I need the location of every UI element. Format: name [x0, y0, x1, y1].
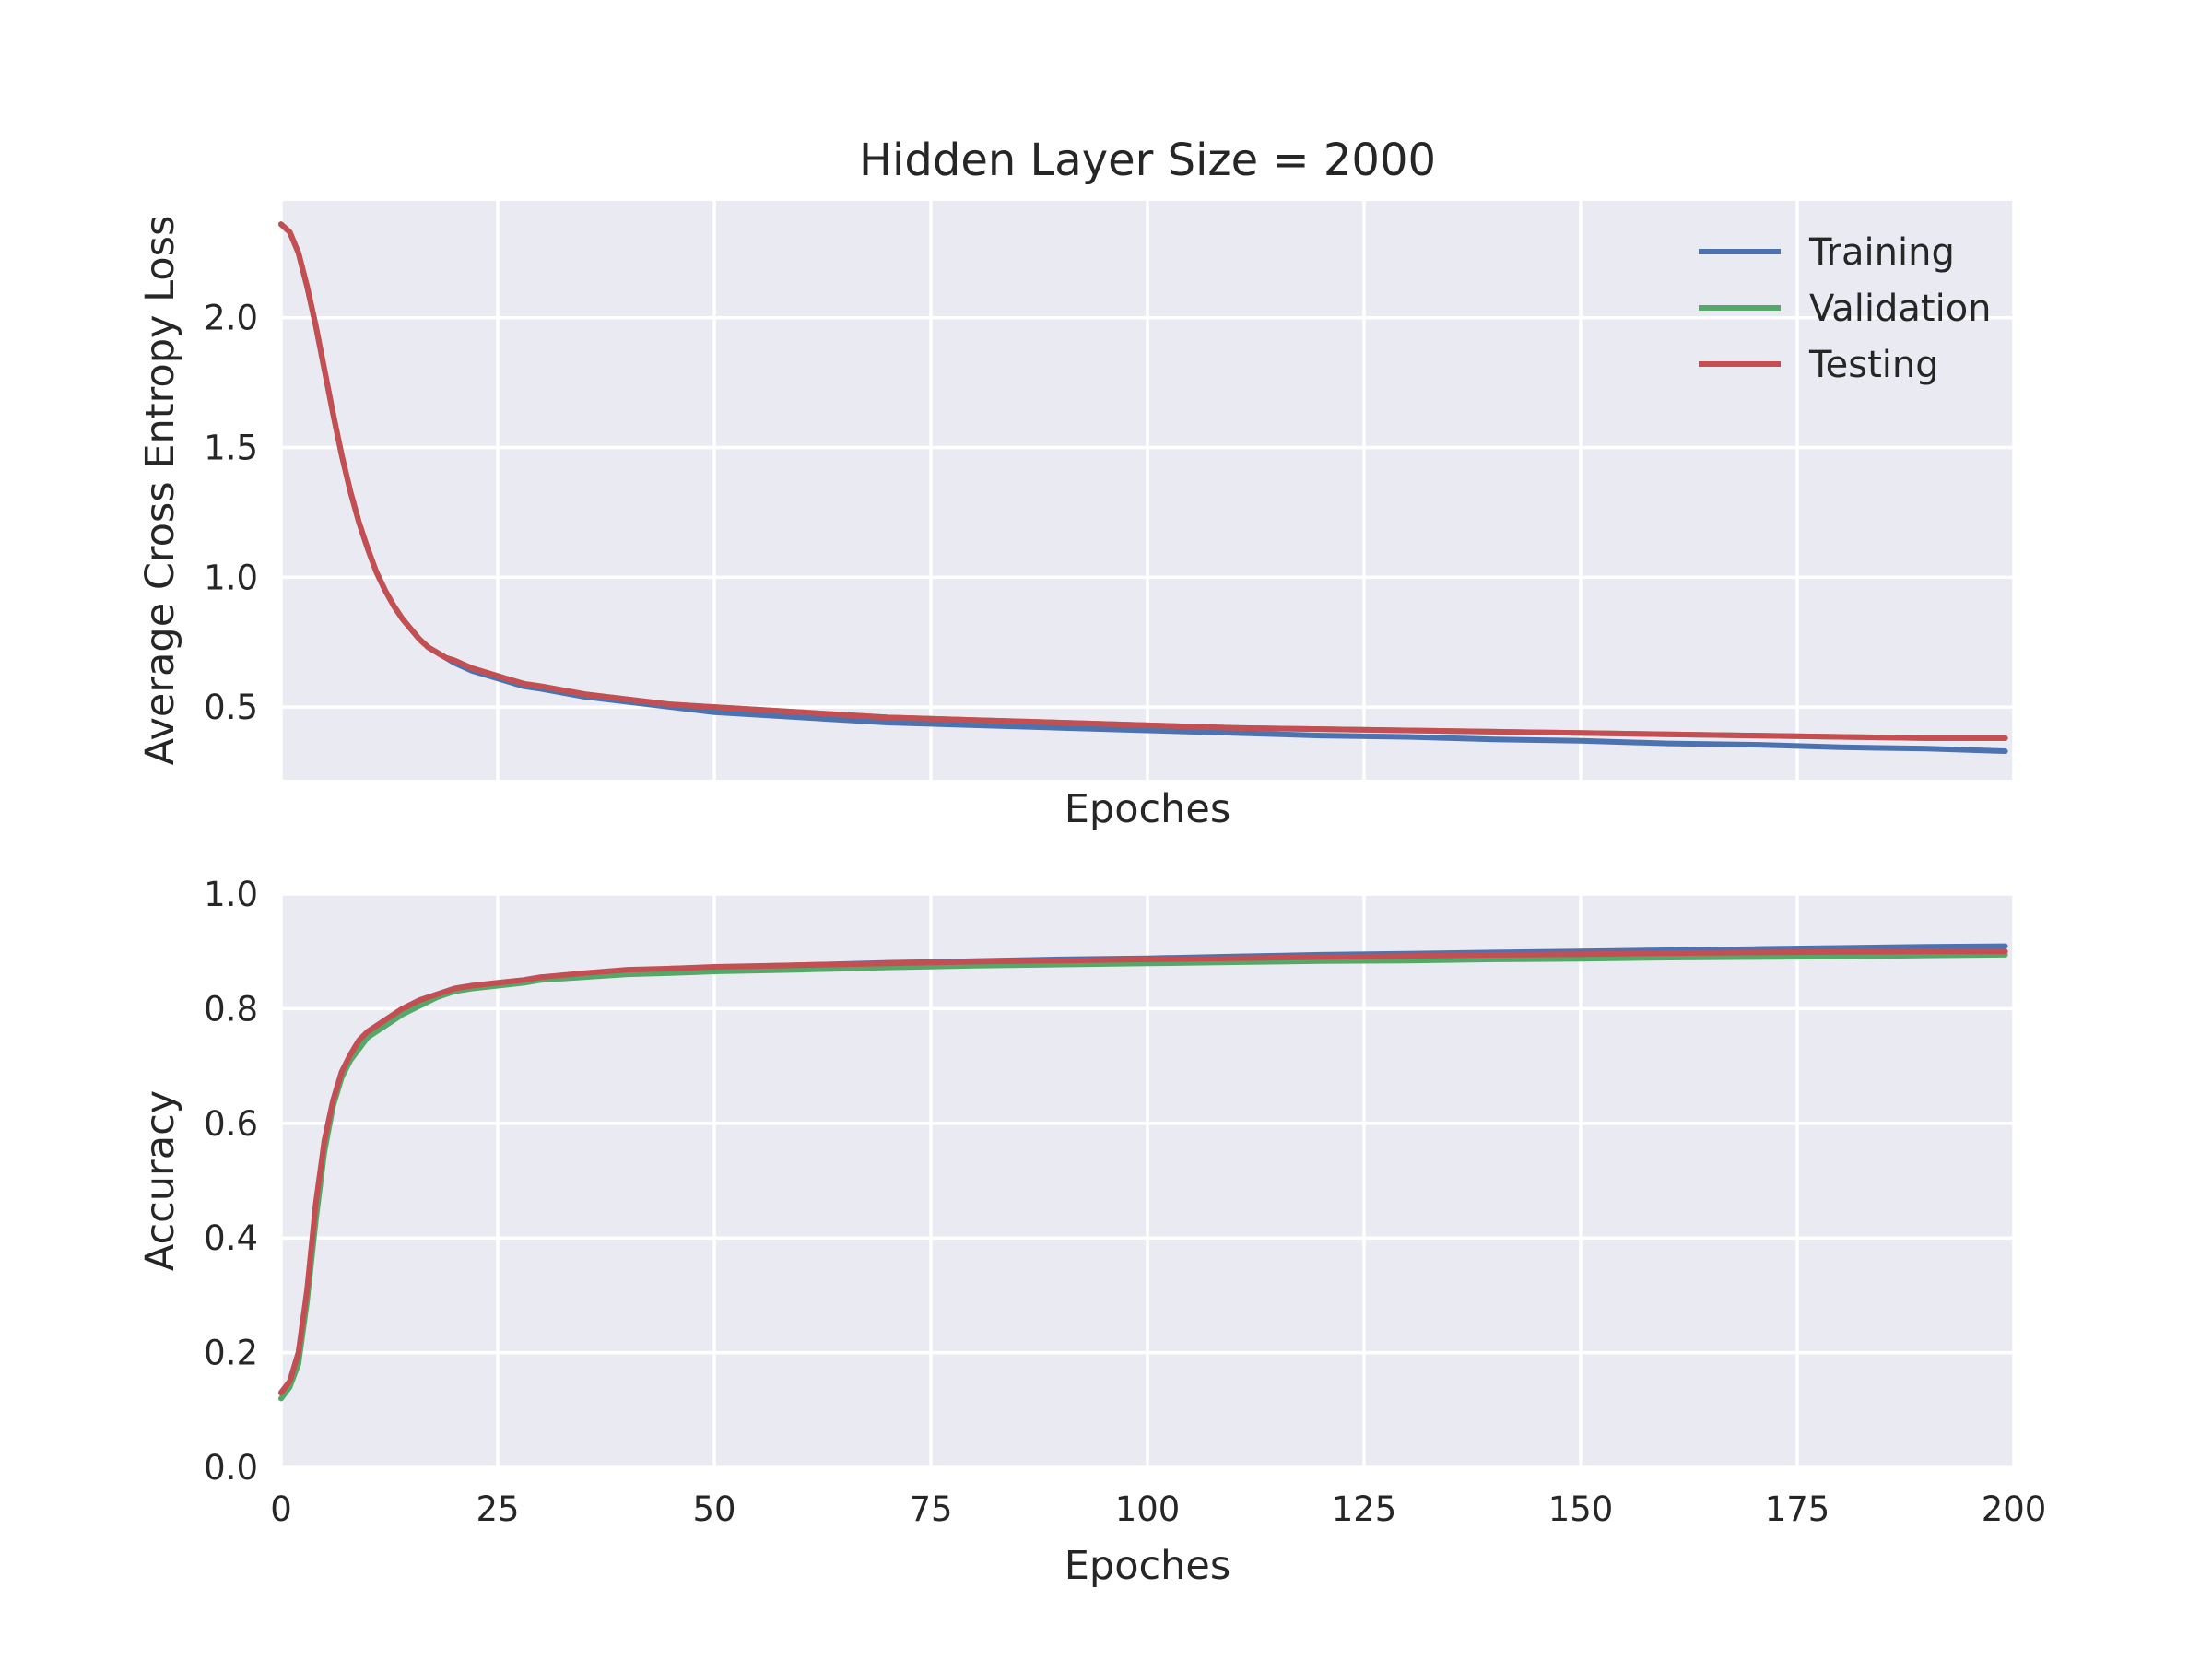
accuracy-x-tick-label: 25: [476, 1489, 519, 1529]
accuracy-y-tick-label: 1.0: [204, 875, 258, 914]
loss-series-line-testing: [278, 221, 2008, 741]
accuracy-x-tick-label: 175: [1765, 1489, 1830, 1529]
accuracy-x-tick-label: 200: [1982, 1489, 2047, 1529]
accuracy-y-tick-label: 0.8: [204, 989, 258, 1029]
accuracy-y-ticks: 0.0 0.2 0.4 0.6 0.8 1.0: [204, 875, 258, 1488]
loss-series-lines: [278, 221, 2008, 754]
accuracy-x-axis-label: Epoches: [1065, 1543, 1231, 1589]
accuracy-x-tick-label: 100: [1115, 1489, 1181, 1529]
loss-panel: 0.5 1.0 1.5 2.0 Epoches Average Cross Entro…: [137, 201, 2016, 832]
accuracy-x-tick-label: 125: [1332, 1489, 1397, 1529]
accuracy-series-lines: [278, 943, 2008, 1402]
accuracy-y-tick-label: 0.6: [204, 1104, 258, 1144]
legend-label-validation: Validation: [1809, 288, 1992, 330]
loss-y-axis-label: Average Cross Entropy Loss: [137, 216, 183, 766]
accuracy-y-tick-label: 0.4: [204, 1218, 258, 1258]
accuracy-y-axis-label: Accuracy: [137, 1090, 183, 1271]
accuracy-y-tick-label: 0.2: [204, 1334, 258, 1373]
accuracy-panel: 0.0 0.2 0.4 0.6 0.8 1.0 0 25 50 75 100 125 150 175 20…: [137, 875, 2046, 1589]
loss-y-tick-label: 1.5: [204, 429, 258, 468]
legend-label-testing: Testing: [1808, 344, 1939, 386]
loss-y-tick-label: 0.5: [204, 688, 258, 727]
accuracy-x-tick-label: 75: [909, 1489, 952, 1529]
loss-x-axis-label: Epoches: [1065, 786, 1231, 832]
accuracy-x-tick-label: 150: [1548, 1489, 1614, 1529]
accuracy-x-ticks: 0 25 50 75 100 125 150 175 200: [270, 1489, 2046, 1529]
loss-y-ticks: 0.5 1.0 1.5 2.0: [204, 299, 258, 727]
accuracy-x-tick-label: 0: [270, 1489, 292, 1529]
accuracy-x-tick-label: 50: [692, 1489, 735, 1529]
loss-grid: [279, 201, 2016, 780]
accuracy-series-line-testing: [278, 948, 2008, 1396]
loss-y-tick-label: 1.0: [204, 558, 258, 597]
legend: Training Validation Testing: [1699, 231, 1992, 386]
chart-title: Hidden Layer Size = 2000: [859, 135, 1436, 186]
accuracy-y-tick-label: 0.0: [204, 1448, 258, 1488]
loss-y-tick-label: 2.0: [204, 299, 258, 338]
legend-label-training: Training: [1808, 231, 1955, 274]
accuracy-grid: [279, 892, 2016, 1469]
